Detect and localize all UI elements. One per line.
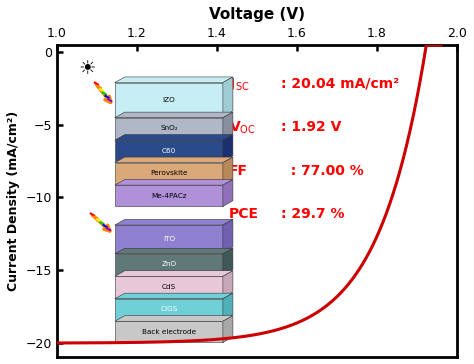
Polygon shape bbox=[115, 254, 223, 275]
Polygon shape bbox=[223, 77, 233, 116]
Polygon shape bbox=[223, 219, 233, 253]
Text: V$_{\mathsf{OC}}$: V$_{\mathsf{OC}}$ bbox=[229, 120, 255, 136]
Polygon shape bbox=[223, 248, 233, 275]
Text: : 77.00 %: : 77.00 % bbox=[281, 164, 364, 178]
Text: Back electrode: Back electrode bbox=[142, 329, 196, 335]
Text: SnO₂: SnO₂ bbox=[160, 125, 178, 131]
Polygon shape bbox=[115, 321, 223, 343]
Polygon shape bbox=[115, 225, 223, 253]
Polygon shape bbox=[115, 271, 233, 276]
Polygon shape bbox=[223, 179, 233, 206]
Y-axis label: Current Density (mA/cm²): Current Density (mA/cm²) bbox=[7, 111, 20, 291]
Text: CdS: CdS bbox=[162, 284, 176, 290]
Polygon shape bbox=[223, 135, 233, 161]
Polygon shape bbox=[223, 112, 233, 139]
Polygon shape bbox=[115, 77, 233, 83]
Text: ZnO: ZnO bbox=[161, 261, 176, 268]
Text: Perovskite: Perovskite bbox=[150, 170, 188, 176]
Polygon shape bbox=[115, 135, 233, 140]
Text: ITO: ITO bbox=[163, 236, 175, 242]
Text: Me-4PACz: Me-4PACz bbox=[151, 193, 187, 199]
Text: J$_{\mathsf{SC}}$: J$_{\mathsf{SC}}$ bbox=[229, 76, 249, 93]
Polygon shape bbox=[115, 316, 233, 321]
Polygon shape bbox=[223, 157, 233, 184]
Text: IZO: IZO bbox=[163, 96, 175, 103]
Polygon shape bbox=[115, 219, 233, 225]
Text: : 29.7 %: : 29.7 % bbox=[281, 207, 345, 221]
Polygon shape bbox=[115, 299, 223, 320]
Polygon shape bbox=[223, 316, 233, 343]
X-axis label: Voltage (V): Voltage (V) bbox=[209, 7, 305, 22]
Polygon shape bbox=[223, 293, 233, 320]
Polygon shape bbox=[115, 112, 233, 118]
Polygon shape bbox=[115, 185, 223, 206]
Polygon shape bbox=[115, 179, 233, 185]
Polygon shape bbox=[115, 157, 233, 163]
Polygon shape bbox=[115, 276, 223, 297]
Text: : 20.04 mA/cm²: : 20.04 mA/cm² bbox=[281, 76, 399, 90]
Polygon shape bbox=[115, 83, 223, 116]
Polygon shape bbox=[115, 293, 233, 299]
Text: FF: FF bbox=[229, 164, 248, 178]
Text: ☀️: ☀️ bbox=[79, 59, 96, 78]
Text: C60: C60 bbox=[162, 148, 176, 154]
Polygon shape bbox=[115, 118, 223, 139]
Text: : 1.92 V: : 1.92 V bbox=[281, 120, 341, 134]
Text: PCE: PCE bbox=[229, 207, 259, 221]
Polygon shape bbox=[115, 140, 223, 161]
Polygon shape bbox=[115, 163, 223, 184]
Polygon shape bbox=[115, 248, 233, 254]
Polygon shape bbox=[223, 271, 233, 297]
Text: CIGS: CIGS bbox=[160, 306, 178, 312]
